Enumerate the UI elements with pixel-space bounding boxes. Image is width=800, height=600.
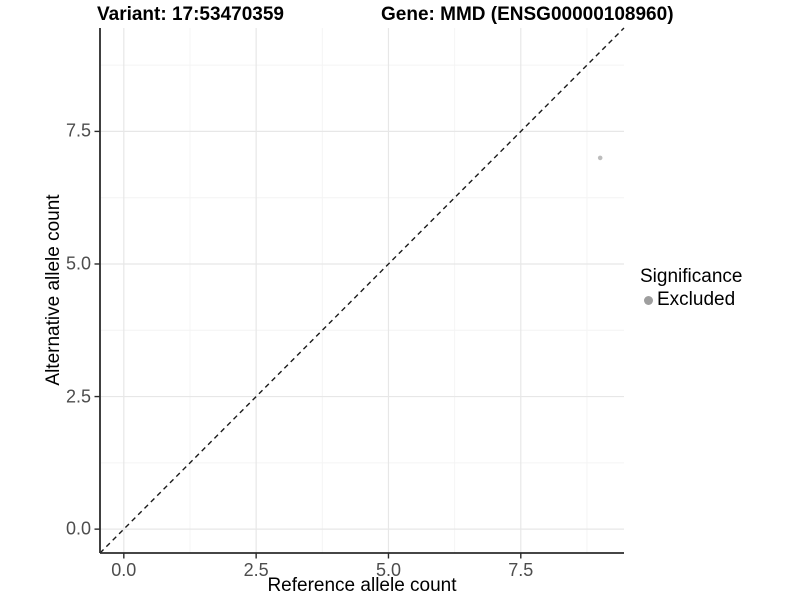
legend: Significance Excluded	[640, 266, 742, 311]
legend-items: Excluded	[640, 289, 742, 311]
x-axis-title: Reference allele count	[267, 575, 457, 596]
legend-item: Excluded	[640, 289, 742, 311]
x-tick-label: 5.0	[375, 560, 401, 580]
legend-item-label: Excluded	[657, 289, 736, 310]
y-axis-title: Alternative allele count	[43, 194, 64, 386]
x-tick-label: 0.0	[111, 560, 137, 580]
identity-reference-line	[99, 27, 625, 554]
x-tick-label: 7.5	[508, 560, 534, 580]
data-point	[597, 155, 603, 161]
y-tick-label: 5.0	[65, 253, 91, 274]
legend-key-point-icon	[644, 295, 653, 305]
legend-title: Significance	[640, 266, 743, 287]
y-tick-label: 0.0	[65, 518, 91, 539]
y-tick-label: 2.5	[65, 386, 91, 407]
variant-title: Variant: 17:53470359	[97, 4, 284, 25]
x-tick-label: 2.5	[243, 560, 269, 580]
y-tick-label: 7.5	[65, 120, 91, 141]
gene-title: Gene: MMD (ENSG00000108960)	[381, 4, 674, 25]
